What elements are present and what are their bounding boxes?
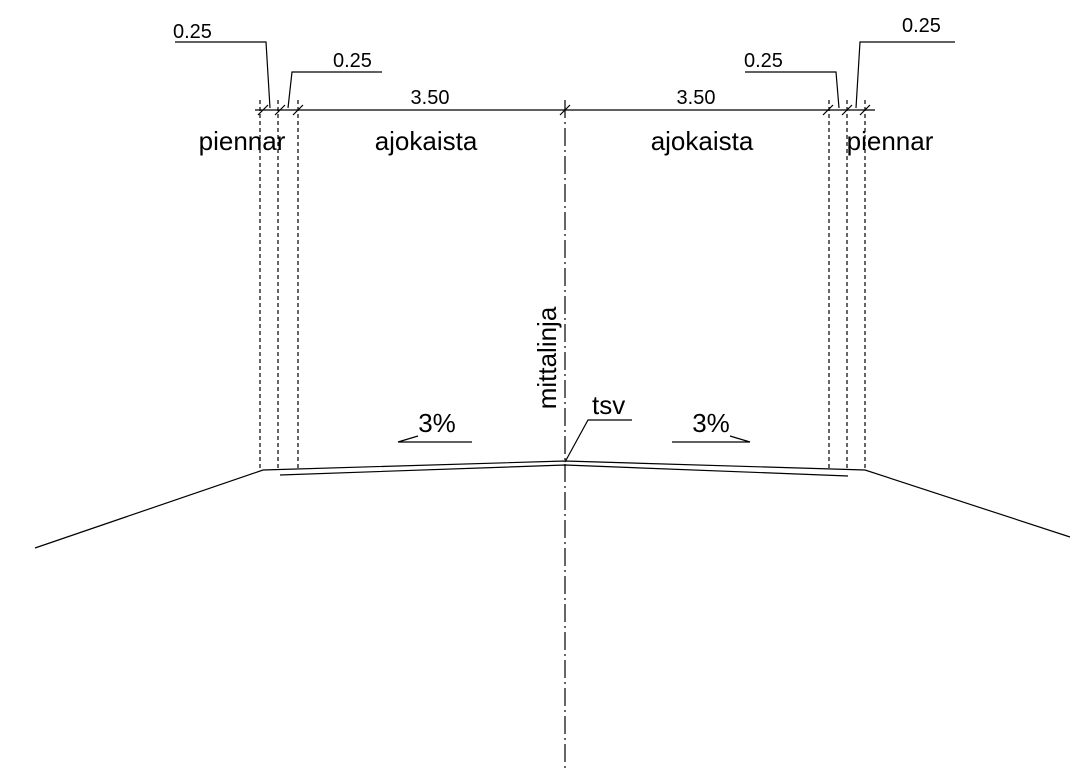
- leader: [175, 41, 271, 109]
- leader: [855, 41, 955, 109]
- tick: [822, 104, 834, 116]
- dimension-text: 3.50: [677, 87, 716, 109]
- slope-text: 3%: [692, 408, 730, 438]
- label: piennar: [199, 126, 286, 156]
- tick: [274, 104, 286, 116]
- pavement-line: [279, 464, 849, 477]
- tick: [257, 104, 269, 116]
- texts: 0.25 0.25 3.50 3.50 0.25 0.25 piennar aj…: [173, 15, 941, 438]
- slope-text: 3%: [418, 408, 456, 438]
- dimension-text: 0.25: [333, 50, 372, 72]
- label: ajokaista: [375, 126, 478, 156]
- offset-lines: [259, 100, 866, 768]
- leader: [564, 419, 632, 463]
- label: mittalinja: [532, 306, 562, 409]
- surface-line: [34, 460, 1071, 549]
- slope-indicator: [397, 435, 472, 443]
- leader: [287, 71, 382, 109]
- road-profile: [34, 419, 1071, 549]
- dimension-text: 0.25: [902, 15, 941, 37]
- dimension-text: 3.50: [411, 87, 450, 109]
- label: tsv: [592, 390, 625, 420]
- slope-indicator: [672, 435, 751, 443]
- label: ajokaista: [651, 126, 754, 156]
- label: piennar: [847, 126, 934, 156]
- dimension-text: 0.25: [173, 21, 212, 43]
- dimension-text: 0.25: [744, 50, 783, 72]
- leader: [745, 71, 840, 109]
